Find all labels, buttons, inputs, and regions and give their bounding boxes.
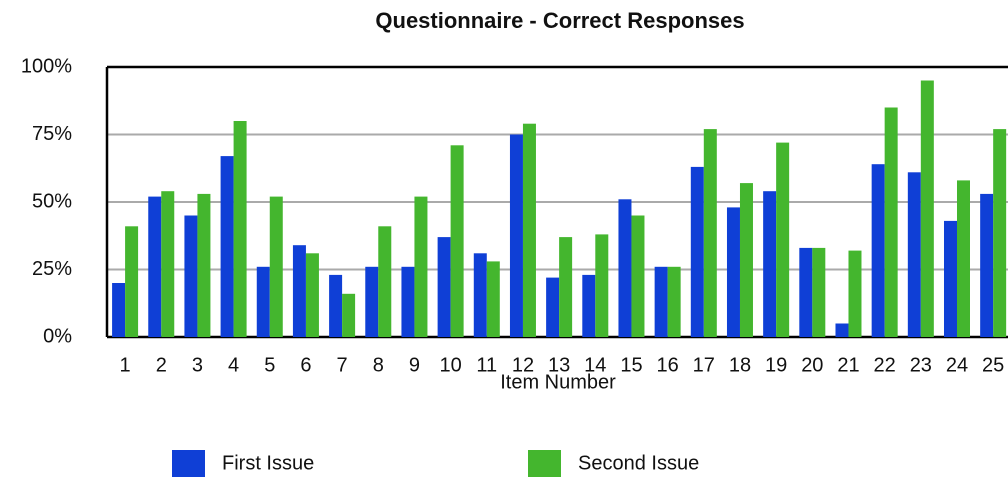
bar (835, 323, 849, 337)
x-tick-label: 20 (801, 354, 823, 376)
bar (125, 226, 139, 337)
bar (197, 193, 211, 337)
legend-swatch (528, 450, 561, 477)
x-tick-label: 23 (910, 354, 932, 376)
bar (184, 215, 198, 337)
x-tick-label: 25 (982, 354, 1004, 376)
x-tick-label: 13 (548, 354, 570, 376)
bar (726, 207, 740, 337)
bar (269, 196, 283, 337)
y-tick-label: 25% (32, 258, 72, 280)
bar (871, 164, 885, 337)
bar (342, 293, 356, 337)
bar (305, 253, 319, 337)
chart-title: Questionnaire - Correct Responses (375, 8, 744, 33)
x-tick-label: 7 (337, 354, 348, 376)
x-tick-label: 15 (620, 354, 642, 376)
bar (776, 142, 790, 337)
x-tick-label: 11 (476, 354, 497, 376)
bar (582, 274, 596, 337)
legend-swatch (172, 450, 205, 477)
bar (509, 134, 523, 337)
bar (414, 196, 428, 337)
bar (161, 191, 175, 337)
bar (522, 123, 536, 337)
bar (546, 277, 560, 337)
bar (473, 253, 487, 337)
bar (920, 80, 934, 337)
x-tick-label: 5 (264, 354, 275, 376)
bar (256, 266, 270, 337)
bar (292, 245, 306, 337)
legend-label: First Issue (222, 452, 314, 474)
bar (595, 234, 609, 337)
bar (148, 196, 162, 337)
bar (112, 283, 126, 337)
x-tick-label: 6 (300, 354, 311, 376)
bar (812, 247, 826, 337)
y-tick-label: 0% (43, 325, 72, 347)
bar (993, 129, 1007, 337)
bar (401, 266, 415, 337)
x-tick-label: 18 (729, 354, 751, 376)
x-tick-label: 22 (874, 354, 896, 376)
bar (667, 266, 681, 337)
bar (690, 166, 704, 337)
x-tick-label: 3 (192, 354, 203, 376)
bar (763, 191, 777, 337)
bar (559, 237, 573, 337)
x-tick-label: 17 (693, 354, 715, 376)
y-tick-label: 50% (32, 190, 72, 212)
bar (365, 266, 379, 337)
x-tick-label: 21 (837, 354, 859, 376)
bar (618, 199, 632, 337)
bar (437, 237, 451, 337)
legend-label: Second Issue (578, 452, 699, 474)
x-tick-label: 10 (439, 354, 461, 376)
bar (631, 215, 645, 337)
bar (980, 193, 994, 337)
x-tick-label: 14 (584, 354, 606, 376)
bar (378, 226, 392, 337)
x-tick-label: 9 (409, 354, 420, 376)
bar (703, 129, 717, 337)
y-tick-label: 75% (32, 123, 72, 145)
x-tick-label: 4 (228, 354, 239, 376)
x-tick-label: 8 (373, 354, 384, 376)
bar (654, 266, 668, 337)
bar (907, 172, 921, 337)
bar (943, 220, 957, 337)
x-tick-label: 16 (657, 354, 679, 376)
bar (848, 250, 862, 337)
x-axis-label: Item Number (500, 371, 616, 393)
bar (220, 156, 234, 337)
bar (233, 121, 247, 337)
x-tick-label: 1 (120, 354, 131, 376)
bar (329, 274, 343, 337)
x-tick-label: 24 (946, 354, 968, 376)
x-tick-label: 19 (765, 354, 787, 376)
bar (450, 145, 464, 337)
bar (739, 183, 753, 337)
x-tick-label: 12 (512, 354, 534, 376)
bar (799, 247, 813, 337)
bar (956, 180, 970, 337)
bar (884, 107, 898, 337)
x-tick-label: 2 (156, 354, 167, 376)
bar (486, 261, 500, 337)
y-tick-label: 100% (21, 55, 72, 77)
